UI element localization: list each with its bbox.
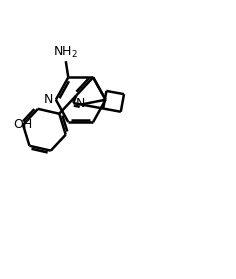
Text: NH$_2$: NH$_2$: [53, 45, 78, 60]
Text: OH: OH: [13, 118, 33, 131]
Text: N: N: [44, 93, 54, 106]
Text: N: N: [76, 97, 85, 110]
